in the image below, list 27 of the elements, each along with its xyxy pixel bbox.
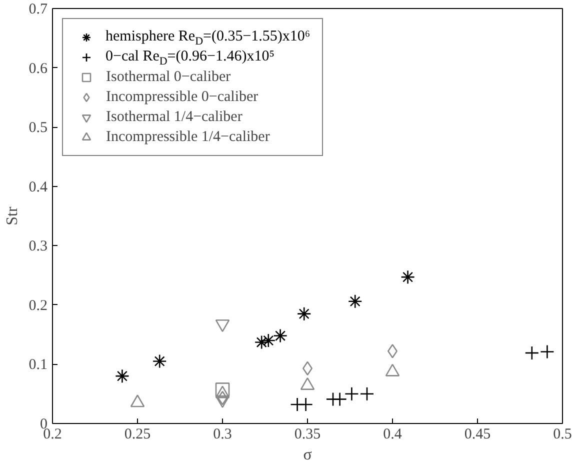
x-tick-label: 0.25	[124, 426, 151, 442]
x-tick-label: 0.3	[213, 426, 232, 442]
y-tick-label: 0.2	[28, 298, 48, 314]
point	[215, 382, 230, 397]
y-tick-label: 0.5	[28, 120, 48, 136]
x-tick-label: 0.35	[294, 426, 321, 442]
legend-label: Isothermal 1/4−caliber	[106, 108, 244, 126]
y-tick-label: 0.6	[28, 60, 48, 77]
y-tick-label: 0.3	[28, 238, 48, 255]
point	[524, 346, 540, 360]
point	[115, 368, 130, 384]
point	[296, 306, 312, 321]
legend-label: Isothermal 0−caliber	[106, 68, 232, 86]
point	[273, 328, 288, 343]
point	[400, 270, 415, 284]
y-tick-label: 0.7	[28, 2, 48, 18]
x-tick-label: 0.4	[383, 426, 402, 442]
legend-label: Incompressible 1/4−caliber	[106, 128, 271, 146]
y-axis-title: Str	[4, 206, 21, 226]
x-tick-label: 0.5	[553, 426, 572, 442]
point	[152, 354, 167, 368]
x-axis-title: σ	[303, 446, 312, 464]
x-tick-label: 0.45	[464, 426, 491, 442]
y-tick-label: 0.1	[28, 357, 48, 374]
y-tick-label: 0.4	[28, 179, 48, 196]
legend-label: Incompressible 0−caliber	[106, 88, 260, 106]
point	[348, 294, 362, 309]
